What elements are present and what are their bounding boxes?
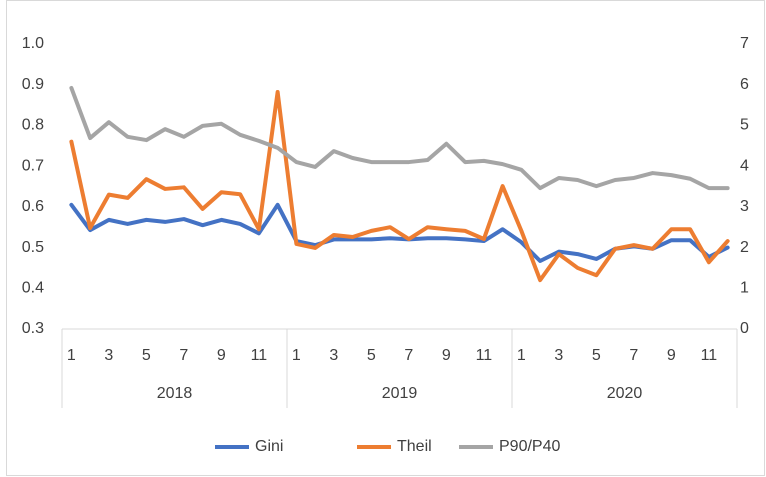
legend-label: Theil [397,438,432,455]
x-tick-label: 5 [142,347,151,364]
x-tick-label: 3 [104,347,113,364]
x-tick-label: 11 [251,347,268,364]
y2-tick-label: 0 [740,320,749,337]
group-label: 2018 [157,385,193,402]
x-tick-label: 9 [667,347,676,364]
x-tick-label: 1 [67,347,76,364]
y-tick-label: 0.6 [22,198,44,215]
x-tick-label: 1 [292,347,301,364]
y-tick-label: 0.5 [22,239,44,256]
y2-tick-label: 7 [740,35,749,52]
y2-tick-label: 1 [740,280,749,297]
legend-label: Gini [255,438,283,455]
y-tick-label: 0.7 [22,157,44,174]
y-tick-label: 1.0 [22,35,44,52]
x-tick-label: 7 [404,347,413,364]
x-tick-label: 1 [517,347,526,364]
y2-tick-label: 4 [740,157,749,174]
y-tick-label: 0.9 [22,76,44,93]
x-tick-label: 3 [554,347,563,364]
x-tick-label: 7 [179,347,188,364]
y-tick-label: 0.8 [22,117,44,134]
y2-tick-label: 5 [740,117,749,134]
y-tick-label: 0.3 [22,320,44,337]
x-tick-label: 9 [217,347,226,364]
group-label: 2020 [607,385,643,402]
x-tick-label: 3 [329,347,338,364]
y2-tick-label: 3 [740,198,749,215]
x-tick-label: 11 [476,347,493,364]
x-tick-label: 7 [629,347,638,364]
group-label: 2019 [382,385,418,402]
y2-tick-label: 2 [740,239,749,256]
x-tick-label: 9 [442,347,451,364]
series-line [69,90,730,283]
x-tick-label: 5 [367,347,376,364]
y-tick-label: 0.4 [22,280,44,297]
series-line [69,85,730,191]
x-tick-label: 11 [701,347,718,364]
x-tick-label: 5 [592,347,601,364]
legend-label: P90/P40 [499,438,560,455]
y2-tick-label: 6 [740,76,749,93]
